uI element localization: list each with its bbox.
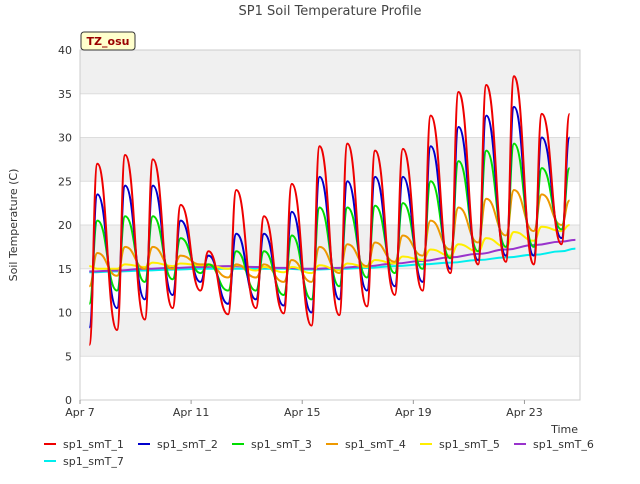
legend-label-sp1_smT_5: sp1_smT_5 bbox=[439, 438, 500, 451]
y-tick-label: 25 bbox=[58, 175, 72, 188]
x-axis: Apr 7 Apr 11 Apr 15 Apr 19 Apr 23 bbox=[65, 400, 543, 419]
annotation-label: TZ_osu bbox=[87, 35, 130, 48]
grid-band bbox=[80, 50, 580, 94]
x-tick-label: Apr 23 bbox=[506, 406, 543, 419]
chart-title: SP1 Soil Temperature Profile bbox=[239, 4, 422, 19]
legend-label-sp1_smT_2: sp1_smT_2 bbox=[157, 438, 218, 451]
legend-label-sp1_smT_4: sp1_smT_4 bbox=[345, 438, 406, 451]
legend-label-sp1_smT_6: sp1_smT_6 bbox=[533, 438, 594, 451]
y-tick-label: 30 bbox=[58, 132, 72, 145]
x-tick-label: Apr 11 bbox=[173, 406, 210, 419]
x-axis-label: Time bbox=[550, 423, 578, 436]
plot-frame bbox=[79, 49, 581, 401]
annotation-background bbox=[80, 31, 136, 51]
series-line-sp1_smT_1 bbox=[88, 75, 571, 346]
y-tick-label: 5 bbox=[65, 350, 72, 363]
series-line-sp1_smT_5 bbox=[89, 224, 570, 275]
y-tick-label: 0 bbox=[65, 394, 72, 407]
x-tick-label: Apr 19 bbox=[395, 406, 432, 419]
legend-label-sp1_smT_7: sp1_smT_7 bbox=[63, 455, 124, 468]
series-line-sp1_smT_4 bbox=[88, 189, 571, 288]
y-axis-label: Soil Temperature (C) bbox=[7, 169, 20, 282]
annotation-box: TZ_osu bbox=[80, 31, 136, 51]
grid-bands bbox=[80, 50, 580, 357]
series-layer bbox=[88, 75, 576, 346]
y-tick-label: 40 bbox=[58, 44, 72, 57]
y-tick-label: 10 bbox=[58, 307, 72, 320]
grid-band bbox=[80, 312, 580, 357]
x-tick-label: Apr 7 bbox=[65, 406, 95, 419]
grid-band bbox=[80, 137, 580, 182]
legend-label-sp1_smT_1: sp1_smT_1 bbox=[63, 438, 124, 451]
y-tick-label: 35 bbox=[58, 88, 72, 101]
y-tick-label: 15 bbox=[58, 263, 72, 276]
legend-label-sp1_smT_3: sp1_smT_3 bbox=[251, 438, 312, 451]
y-axis: 0 5 10 15 20 25 30 35 40 bbox=[58, 44, 72, 407]
legend: sp1_smT_1 sp1_smT_2 sp1_smT_3 sp1_smT_4 sp1_… bbox=[44, 438, 594, 468]
y-tick-label: 20 bbox=[58, 219, 72, 232]
x-tick-label: Apr 15 bbox=[284, 406, 321, 419]
